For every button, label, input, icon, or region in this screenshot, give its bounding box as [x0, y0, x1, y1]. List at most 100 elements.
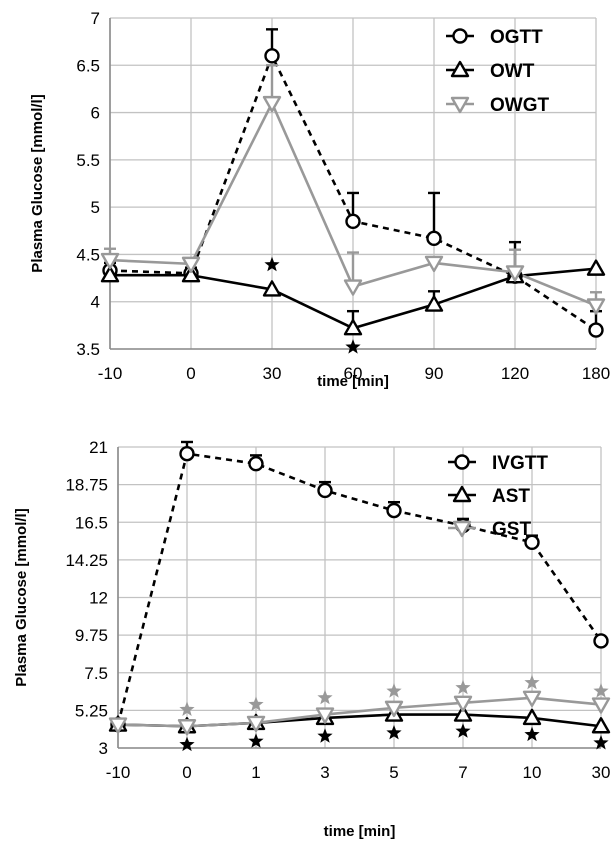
y-tick-label: 9.75 [75, 626, 108, 645]
x-tick-label: -10 [98, 364, 123, 383]
data-point-owt [343, 318, 363, 336]
x-tick-label: 30 [263, 364, 282, 383]
x-axis-title: time [min] [317, 373, 389, 390]
data-point-ast [591, 717, 611, 734]
data-point-ivgtt [593, 633, 609, 649]
legend-label-gst: GST [492, 519, 531, 540]
y-tick-label: 5 [91, 198, 100, 217]
y-tick-label: 5.25 [75, 701, 108, 720]
x-tick-label: 5 [389, 763, 398, 782]
significance-star-icon [524, 726, 540, 742]
data-point-owgt [343, 279, 363, 296]
x-tick-label: 1 [251, 763, 260, 782]
data-point-ivgtt [317, 482, 333, 499]
data-point-ivgtt [524, 534, 540, 551]
significance-star-icon [179, 736, 195, 752]
data-point-ogtt [588, 322, 604, 338]
series-line-ivgtt [116, 452, 603, 725]
significance-star-icon [386, 725, 402, 740]
significance-star-icon [455, 723, 471, 738]
x-tick-label: 0 [186, 364, 195, 383]
significance-star-icon [593, 683, 609, 698]
x-tick-label: 3 [320, 763, 329, 782]
legend-marker-ivgtt [454, 454, 470, 470]
y-tick-label: 4 [91, 293, 100, 312]
legend-marker-gst [452, 520, 472, 538]
x-tick-label: 180 [582, 364, 610, 383]
y-tick-label: 21 [89, 438, 108, 457]
y-tick-label: 14.25 [65, 551, 108, 570]
x-tick-label: -10 [106, 763, 131, 782]
x-tick-label: 90 [425, 364, 444, 383]
legend-marker-ast [452, 485, 472, 503]
data-point-owgt [100, 252, 120, 270]
y-tick-label: 18.75 [65, 476, 108, 495]
legend-marker-owgt [450, 96, 470, 114]
data-point-gst [453, 695, 473, 713]
chart-panel-oral-tests: 3.5 4 4.5 5 5.5 6 6.5 7 -10 0 30 60 90 120 180 time [mi… [29, 9, 610, 390]
significance-star-icon [248, 696, 264, 711]
data-point-gst [315, 707, 335, 724]
y-tick-label: 3 [99, 739, 108, 758]
y-axis-title: Plasma Glucose [mmol/l] [29, 94, 46, 272]
significance-star-icon [317, 728, 333, 743]
legend-label-ogtt: OGTT [490, 27, 543, 48]
significance-star-icon [317, 689, 333, 705]
y-tick-label: 16.5 [75, 513, 108, 532]
data-point-owgt [586, 298, 606, 315]
x-tick-label: 7 [458, 763, 467, 782]
legend-label-ast: AST [492, 486, 530, 507]
significance-star-icon [264, 256, 280, 272]
data-point-ivgtt [248, 456, 264, 472]
data-point-ogtt [264, 48, 280, 64]
data-point-owt [424, 295, 444, 312]
data-point-gst [108, 717, 128, 734]
data-point-owt [586, 259, 606, 276]
data-point-ogtt [345, 213, 361, 230]
significance-star-icon [524, 674, 540, 690]
data-point-gst [246, 715, 266, 733]
legend-marker-ogtt [452, 28, 468, 44]
data-point-gst [522, 690, 542, 708]
data-point-owt [262, 280, 282, 297]
x-tick-label: 120 [501, 364, 529, 383]
legend-label-owgt: OWGT [490, 95, 549, 116]
legend-label-ivgtt: IVGTT [492, 453, 548, 474]
y-tick-label: 6.5 [76, 56, 100, 75]
x-tick-label: 10 [523, 763, 542, 782]
y-tick-label: 7 [91, 9, 100, 28]
y-tick-label: 6 [91, 104, 100, 123]
data-point-owt [100, 266, 120, 283]
y-tick-label: 12 [89, 589, 108, 608]
legend: IVGTT AST GST [448, 453, 548, 540]
data-point-owgt [424, 255, 444, 273]
chart-panel-intravenous-tests: 3 5.25 7.5 9.75 12 14.25 16.5 18.75 21 -10 0 1 3 5 7 10… [13, 438, 610, 840]
data-point-owgt [505, 265, 525, 282]
data-point-gst [177, 719, 197, 736]
y-tick-label: 3.5 [76, 340, 100, 359]
significance-star-icon [248, 733, 264, 748]
significance-star-icon [345, 339, 361, 354]
y-tick-label: 7.5 [84, 664, 108, 683]
data-point-gst [591, 697, 611, 714]
data-point-ivgtt [386, 502, 402, 519]
significance-star-icon [593, 735, 609, 750]
gridlines [109, 17, 597, 350]
significance-star-icon [179, 701, 195, 716]
series-line-gst [117, 696, 602, 728]
x-axis-title: time [min] [324, 823, 396, 840]
data-point-ivgtt [179, 445, 195, 462]
legend-marker-owt [450, 60, 470, 78]
data-point-ast [453, 705, 473, 722]
data-point-ogtt [426, 230, 442, 247]
legend: OGTT OWT OWGT [446, 27, 549, 116]
y-tick-label: 5.5 [76, 151, 100, 170]
data-point-ast [522, 708, 542, 726]
x-tick-label: 60 [344, 364, 363, 383]
legend-label-owt: OWT [490, 61, 535, 82]
y-axis-title: Plasma Glucose [mmol/l] [13, 508, 30, 686]
significance-star-icon [386, 683, 402, 698]
significance-star-icon [455, 679, 471, 695]
data-point-owgt [262, 95, 282, 113]
